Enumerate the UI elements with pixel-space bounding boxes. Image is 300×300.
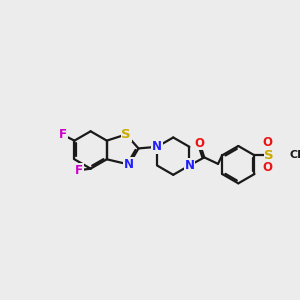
Text: F: F [75, 164, 83, 177]
Text: N: N [124, 158, 134, 171]
Text: O: O [195, 137, 205, 150]
Text: CH₃: CH₃ [289, 150, 300, 160]
Text: S: S [264, 149, 274, 162]
Text: O: O [262, 161, 272, 174]
Text: N: N [152, 140, 162, 153]
Text: O: O [262, 136, 272, 149]
Text: N: N [184, 159, 194, 172]
Text: F: F [59, 128, 67, 142]
Text: S: S [121, 128, 131, 141]
